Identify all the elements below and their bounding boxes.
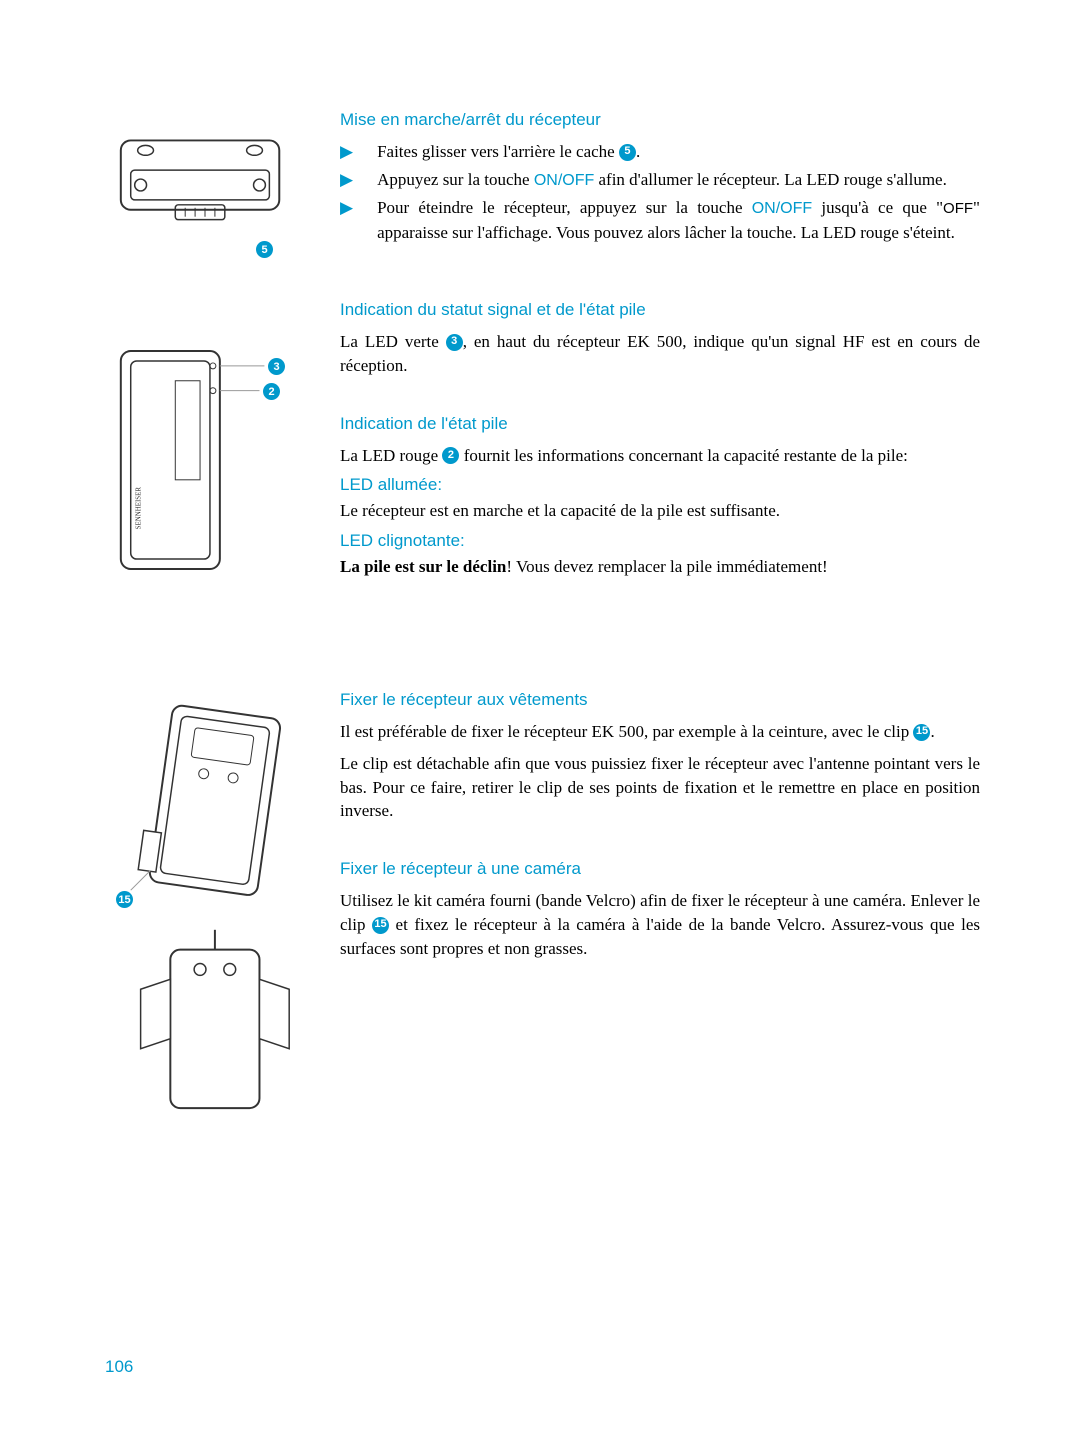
- term-onoff: ON/OFF: [752, 200, 812, 217]
- text-fragment: .: [636, 142, 640, 161]
- diagram-power: 5: [100, 110, 330, 260]
- bullet-item: ▶ Faites glisser vers l'arrière le cache…: [340, 140, 980, 164]
- bullet-list-power: ▶ Faites glisser vers l'arrière le cache…: [340, 140, 980, 244]
- term-onoff: ON/OFF: [534, 172, 594, 189]
- bullet-marker-icon: ▶: [340, 168, 353, 192]
- diagram-status: SENNHEISER 3 2: [100, 300, 330, 590]
- para-red-led: La LED rouge 2 fournit les informations …: [340, 444, 980, 468]
- text-fragment: La LED rouge: [340, 446, 442, 465]
- text-fragment: Appuyez sur la touche: [377, 170, 534, 189]
- heading-battery-status: Indication de l'état pile: [340, 414, 980, 434]
- bullet-item: ▶ Pour éteindre le récepteur, appuyez su…: [340, 196, 980, 244]
- text-fragment: jusqu'à ce que ": [812, 198, 943, 217]
- bullet-marker-icon: ▶: [340, 140, 353, 164]
- bullet-text: Pour éteindre le récepteur, appuyez sur …: [377, 196, 980, 244]
- text-fragment: Pour éteindre le récepteur, appuyez sur …: [377, 198, 752, 217]
- bullet-item: ▶ Appuyez sur la touche ON/OFF afin d'al…: [340, 168, 980, 192]
- ref-badge-15: 15: [913, 724, 930, 741]
- text-fragment: ! Vous devez remplacer la pile immédiate…: [506, 557, 827, 576]
- text-fragment: .: [930, 722, 934, 741]
- page-number: 106: [105, 1357, 133, 1377]
- section-status: SENNHEISER 3 2 Indication du statut sign…: [100, 300, 980, 590]
- text-power: Mise en marche/arrêt du récepteur ▶ Fait…: [330, 110, 980, 260]
- ref-badge-2: 2: [442, 447, 459, 464]
- bold-text: La pile est sur le déclin: [340, 557, 506, 576]
- para-led-on: Le récepteur est en marche et la capacit…: [340, 499, 980, 523]
- section-power: 5 Mise en marche/arrêt du récepteur ▶ Fa…: [100, 110, 980, 260]
- diagram-badge-15: 15: [116, 891, 133, 908]
- text-fragment: afin d'allumer le récepteur. La LED roug…: [594, 170, 947, 189]
- heading-attach-camera: Fixer le récepteur à une caméra: [340, 859, 980, 879]
- ref-badge-15-b: 15: [372, 917, 389, 934]
- subheading-led-on: LED allumée:: [340, 475, 980, 495]
- para-clip-detach: Le clip est détachable afin que vous pui…: [340, 752, 980, 823]
- svg-text:SENNHEISER: SENNHEISER: [136, 487, 143, 530]
- diagram-attach: 15: [100, 690, 330, 1130]
- heading-signal-status: Indication du statut signal et de l'état…: [340, 300, 980, 320]
- text-fragment: Faites glisser vers l'arrière le cache: [377, 142, 619, 161]
- device-bottom-illustration: [101, 110, 309, 260]
- ref-badge-3: 3: [446, 334, 463, 351]
- para-led-blink: La pile est sur le déclin! Vous devez re…: [340, 555, 980, 579]
- diagram-badge-5: 5: [256, 241, 273, 258]
- para-green-led: La LED verte 3, en haut du récepteur EK …: [340, 330, 980, 378]
- heading-power: Mise en marche/arrêt du récepteur: [340, 110, 980, 130]
- text-attach: Fixer le récepteur aux vêtements Il est …: [330, 690, 980, 1130]
- diagram-badge-3: 3: [268, 358, 285, 375]
- bullet-text: Faites glisser vers l'arrière le cache 5…: [377, 140, 980, 164]
- ref-badge-5: 5: [619, 144, 636, 161]
- section-attach: 15 Fixer le récepteur aux vêtements Il e…: [100, 690, 980, 1130]
- bullet-text: Appuyez sur la touche ON/OFF afin d'allu…: [377, 168, 980, 192]
- diagram-badge-2: 2: [263, 383, 280, 400]
- text-status: Indication du statut signal et de l'état…: [330, 300, 980, 590]
- text-fragment: et fixez le récepteur à la caméra à l'ai…: [340, 915, 980, 958]
- subheading-led-blink: LED clignotante:: [340, 531, 980, 551]
- term-off: OFF: [943, 200, 973, 217]
- text-fragment: fournit les informations concernant la c…: [459, 446, 907, 465]
- bullet-marker-icon: ▶: [340, 196, 353, 244]
- text-fragment: La LED verte: [340, 332, 446, 351]
- text-fragment: Il est préférable de fixer le récepteur …: [340, 722, 913, 741]
- page-content: 5 Mise en marche/arrêt du récepteur ▶ Fa…: [100, 110, 980, 1190]
- para-camera: Utilisez le kit caméra fourni (bande Vel…: [340, 889, 980, 960]
- para-clip: Il est préférable de fixer le récepteur …: [340, 720, 980, 744]
- heading-attach-clothing: Fixer le récepteur aux vêtements: [340, 690, 980, 710]
- device-clip-illustration: [101, 690, 309, 1130]
